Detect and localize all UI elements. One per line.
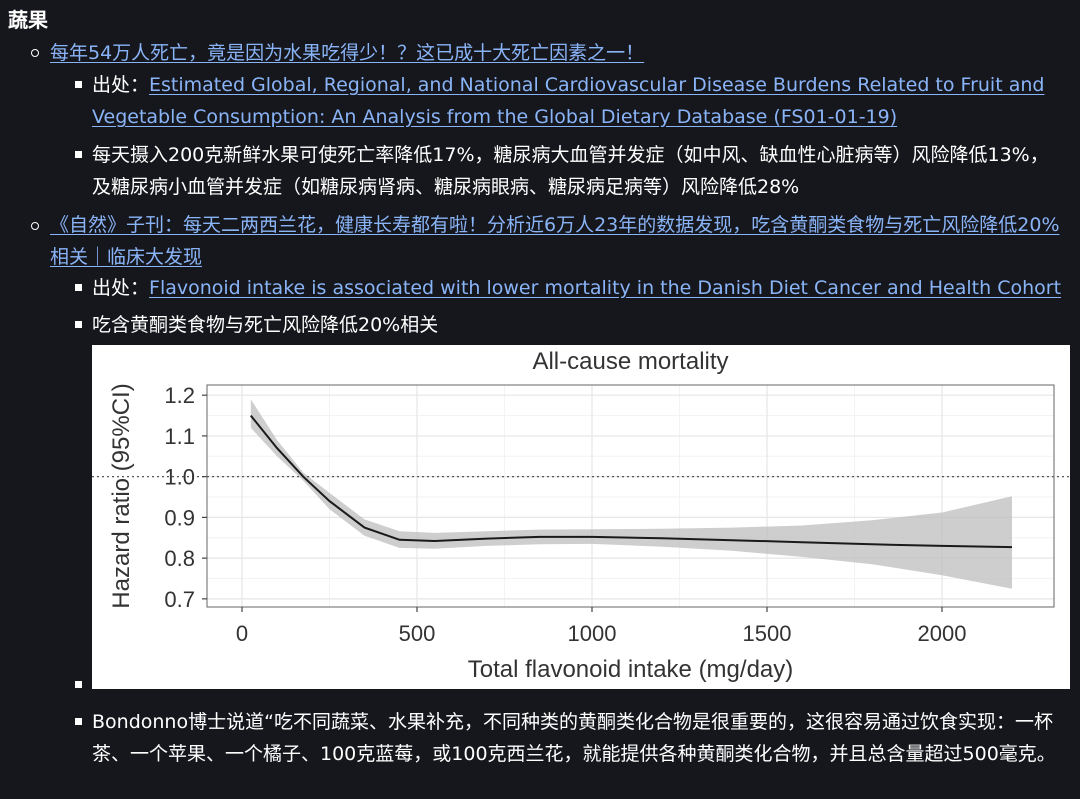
list-bullet [31,49,39,57]
quote-text: Bondonno博士说道“吃不同蔬菜、水果补充，不同种类的黄酮类化合物是很重要的… [92,711,1056,765]
article-link-flavonoid[interactable]: 《自然》子刊：每天二两西兰花，健康长寿都有啦！分析近6万人23年的数据发现，吃含… [50,214,1060,268]
list-bullet [75,681,82,688]
hazard-ratio-line [250,414,1013,549]
hazard-ratio-chart: 0.7 0.8 0.9 1.0 1.1 1.2 0 500 1000 1500 2000 All-ca… [92,345,1070,689]
y-axis-label: Hazard ratio (95%CI) [108,383,135,608]
source-line: 出处：Estimated Global, Regional, and Natio… [92,69,1067,133]
y-tick-label: 1.2 [164,383,195,408]
source-link-flavonoid[interactable]: Flavonoid intake is associated with lowe… [149,277,1062,299]
list-bullet [31,222,39,230]
section-title: 蔬果 [8,8,48,32]
list-bullet [75,151,82,158]
chart-title: All-cause mortality [532,348,728,375]
x-tick-label: 2000 [918,621,967,646]
plot-background [207,385,1054,607]
source-line: 出处：Flavonoid intake is associated with l… [92,272,1061,304]
list-bullet [75,284,82,291]
x-axis-label: Total flavonoid intake (mg/day) [468,656,794,683]
source-label: 出处： [92,277,150,299]
plot-border [206,384,1055,608]
source-link-fruit[interactable]: Estimated Global, Regional, and National… [92,74,1045,128]
list-bullet [75,321,82,328]
y-tick-label: 0.9 [164,505,195,530]
x-tick-label: 0 [236,621,248,646]
x-tick-label: 1500 [743,621,792,646]
x-tick-label: 1000 [568,621,617,646]
article-link-fruit[interactable]: 每年54万人死亡，竟是因为水果吃得少！？这已成十大死亡因素之一！ [50,42,645,64]
y-tick-label: 1.0 [164,465,195,490]
list-bullet [75,718,82,725]
chart-svg: 0.7 0.8 0.9 1.0 1.1 1.2 0 500 1000 1500 2000 All-ca… [92,348,1070,683]
y-tick-label: 0.7 [164,587,195,612]
note-text: 每天摄入200克新鲜水果可使死亡率降低17%，糖尿病大血管并发症（如中风、缺血性… [92,144,1049,198]
y-tick-label: 1.1 [164,424,195,449]
source-label: 出处： [92,74,150,96]
x-tick-label: 500 [399,621,436,646]
list-bullet [75,81,82,88]
note-text: 吃含黄酮类食物与死亡风险降低20%相关 [92,314,439,336]
y-tick-label: 0.8 [164,546,195,571]
